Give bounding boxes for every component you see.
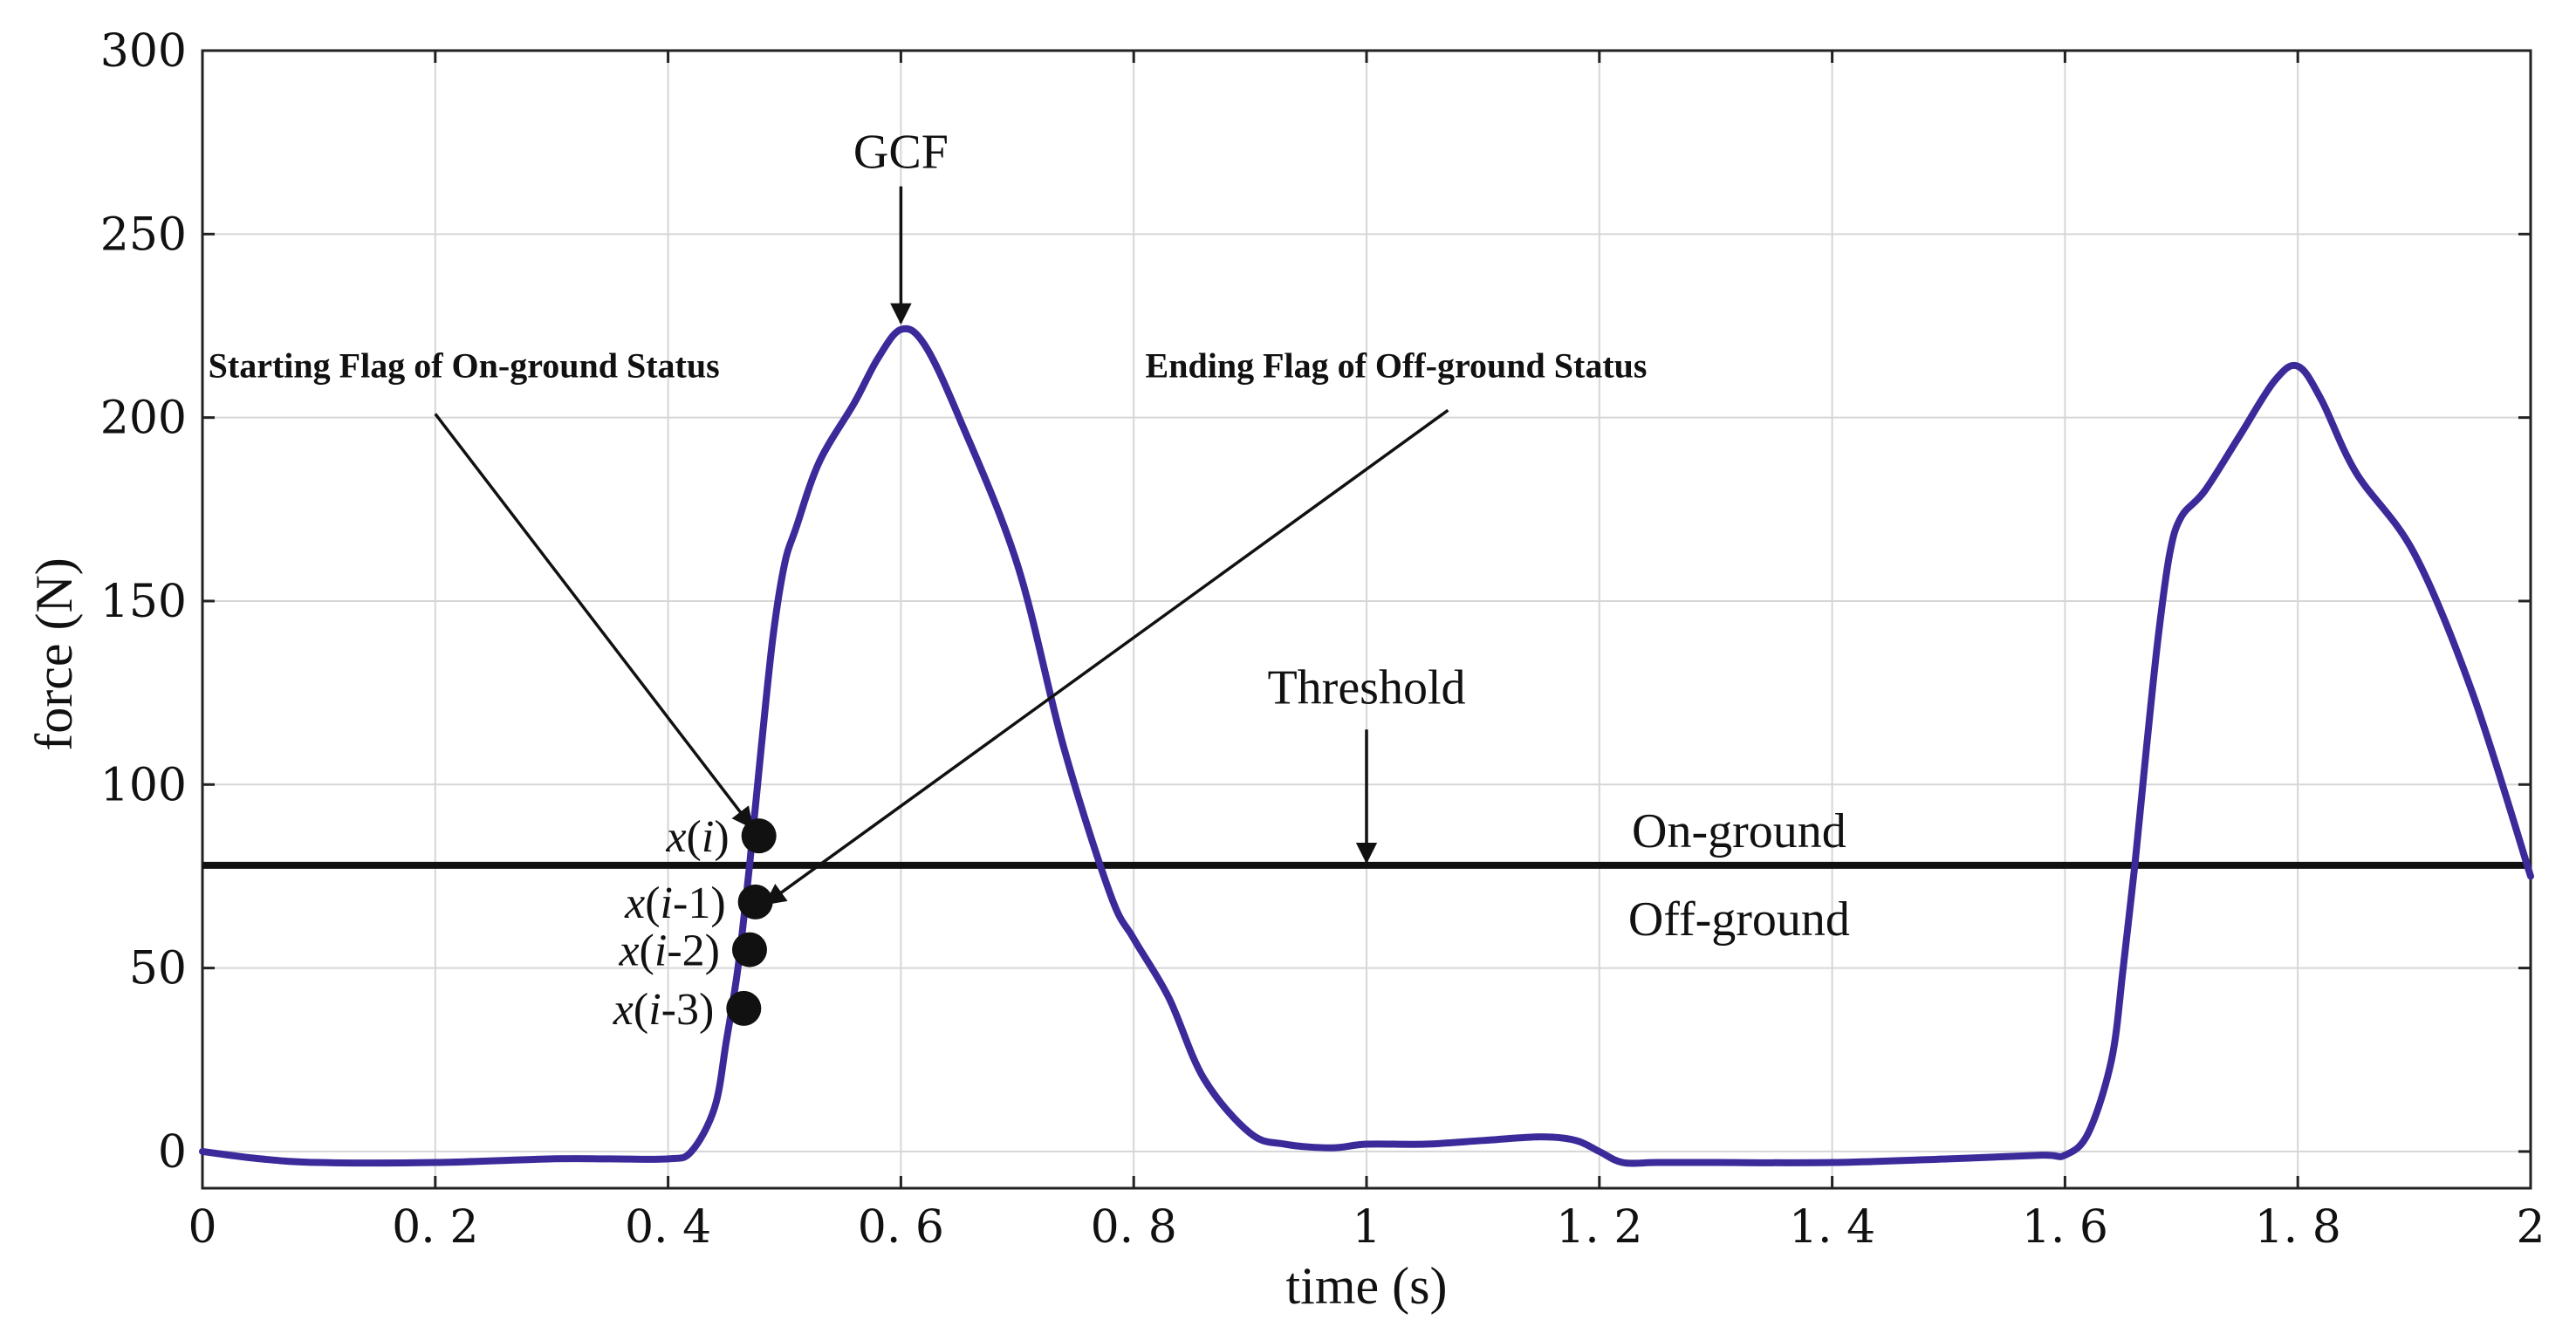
point-label-close: -1)	[673, 879, 726, 928]
x-tick-label: 2	[2516, 1201, 2545, 1254]
x-tick-label: 1. 4	[1789, 1201, 1875, 1254]
x-tick-label: 0	[188, 1201, 216, 1254]
y-tick-label: 150	[100, 576, 187, 628]
point-label-close: )	[714, 812, 729, 862]
y-tick-label: 100	[100, 759, 187, 811]
point-label-var: x	[665, 812, 686, 862]
ending-flag-arrow	[764, 408, 1449, 906]
y-tick-label: 0	[158, 1126, 187, 1179]
gcf-label: GCF	[853, 126, 949, 180]
y-axis-ticks: 0 50 100 150 200 250 300	[100, 25, 2531, 1179]
point-label-var: x	[618, 926, 639, 976]
y-tick-label: 50	[129, 943, 187, 995]
x-tick-label: 0. 4	[625, 1201, 711, 1254]
point-label-close: -2)	[667, 926, 720, 976]
sample-point	[741, 818, 777, 854]
sample-point-label: x(i)	[665, 812, 729, 862]
point-label-open: (	[645, 879, 660, 928]
sample-point-label: x(i-2)	[618, 926, 720, 976]
x-tick-label: 1. 2	[1556, 1201, 1642, 1254]
sample-point-label: x(i-3)	[613, 985, 715, 1035]
sample-point	[731, 932, 767, 967]
x-tick-label: 0. 6	[858, 1201, 944, 1254]
on-ground-label: On-ground	[1632, 804, 1846, 858]
x-tick-label: 0. 8	[1091, 1201, 1177, 1254]
point-label-open: (	[640, 926, 654, 976]
y-tick-label: 200	[100, 393, 187, 445]
points-layer: x(i)x(i-1)x(i-2)x(i-3)	[613, 812, 777, 1035]
point-label-open: (	[634, 985, 648, 1035]
point-label-index: i	[702, 812, 714, 862]
y-tick-label: 300	[100, 25, 187, 78]
x-tick-label: 1	[1352, 1201, 1380, 1254]
sample-point	[737, 884, 773, 920]
x-tick-label: 1. 8	[2255, 1201, 2341, 1254]
sample-point	[726, 990, 762, 1026]
x-axis-ticks: 0 0. 2 0. 4 0. 6 0. 8 1 1. 2 1. 4 1. 6 1. 8 2	[188, 51, 2545, 1254]
sample-point-label: x(i-1)	[624, 879, 726, 928]
point-label-close: -3)	[661, 985, 715, 1035]
starting-flag-label: Starting Flag of On-ground Status	[209, 345, 720, 385]
starting-flag-arrow	[434, 413, 754, 830]
annotation-layer: GCF Starting Flag of On-ground Status Endi…	[209, 126, 1648, 906]
x-axis-title: time (s)	[1286, 1257, 1448, 1315]
threshold-layer: Threshold On-ground Off-ground	[202, 661, 2531, 947]
point-label-var: x	[613, 985, 634, 1035]
x-tick-label: 1. 6	[2022, 1201, 2108, 1254]
off-ground-label: Off-ground	[1628, 892, 1850, 947]
ending-flag-label: Ending Flag of Off-ground Status	[1146, 345, 1648, 385]
point-label-open: (	[687, 812, 702, 862]
point-label-var: x	[624, 879, 645, 928]
x-tick-label: 0. 2	[392, 1201, 478, 1254]
point-label-index: i	[648, 985, 661, 1035]
threshold-label: Threshold	[1267, 661, 1465, 715]
y-axis-title: force (N)	[25, 557, 83, 751]
point-label-index: i	[654, 926, 667, 976]
point-label-index: i	[661, 879, 673, 928]
y-tick-label: 250	[100, 209, 187, 261]
